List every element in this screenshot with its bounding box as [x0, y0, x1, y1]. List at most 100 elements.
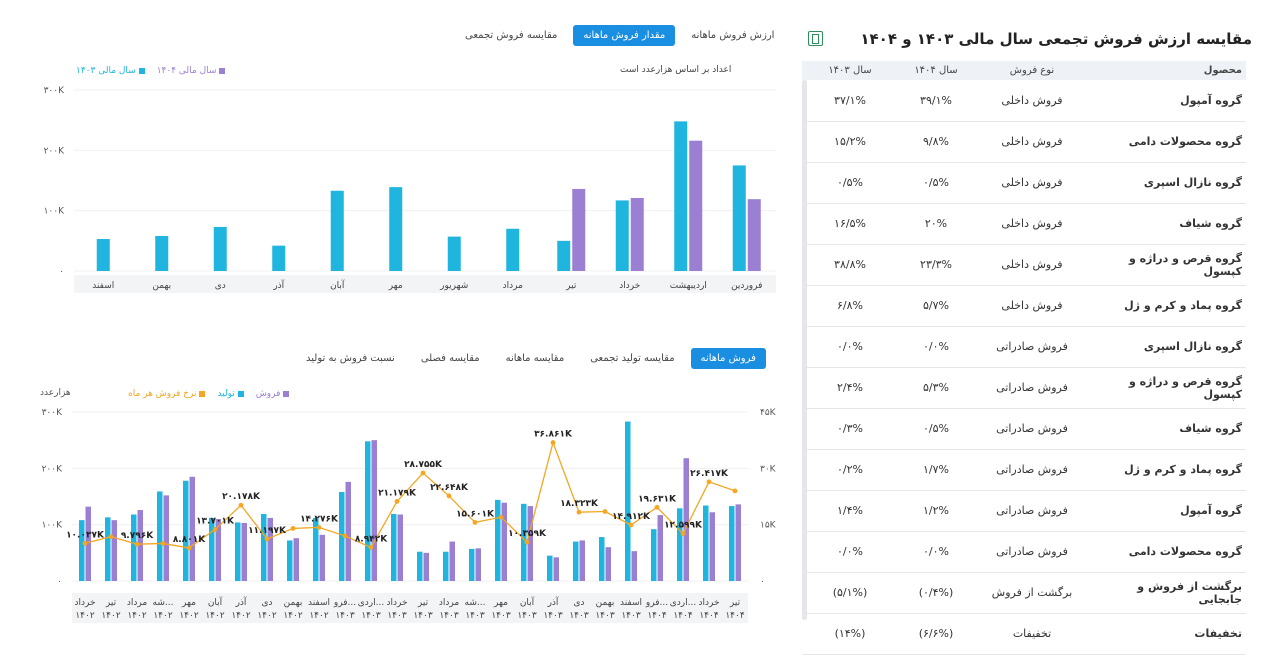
tab-monthly-compare[interactable]: مقایسه ماهانه [505, 353, 565, 364]
rate-point [212, 527, 218, 532]
rate-data-label: ۱۸.۳۲۳K [560, 499, 599, 509]
bar-production [625, 421, 631, 581]
rate-data-label: ۳۶.۸۶۱K [534, 430, 573, 440]
x-tick-label: آبان [330, 279, 345, 291]
x-tick-label-month: بهمن [284, 598, 303, 608]
tab-monthly-sales[interactable]: فروش ماهانه [690, 348, 766, 369]
x-tick-label: خرداد [619, 281, 640, 291]
x-tick-label-month: خرداد [74, 598, 95, 608]
rate-line [84, 440, 736, 549]
x-tick-label: دی [215, 281, 226, 291]
rate-point [394, 499, 400, 504]
rate-point [472, 520, 478, 525]
x-tick-label-year: ۱۴۰۴ [725, 611, 745, 621]
header-year-1403[interactable]: سال ۱۴۰۳ [802, 61, 898, 80]
y-left-tick-label: ۰ [57, 577, 62, 587]
cell-product: گروه قرص و دراژه و کپسول [1090, 367, 1246, 409]
bar-sales [735, 504, 741, 581]
x-tick-label: اسفند [92, 281, 114, 291]
y-left-tick-label: ۱۰۰K [42, 521, 64, 531]
rate-data-label: ۱۴.۹۱۲K [612, 512, 651, 522]
bar-1403 [272, 245, 286, 271]
tab-seasonal[interactable]: مقایسه فصلی [420, 353, 480, 364]
x-tick-label: بهمن [152, 281, 171, 291]
rate-point [602, 509, 608, 514]
legend-1403[interactable]: سال مالی ۱۴۰۳ [76, 66, 145, 76]
bar-production [547, 555, 553, 581]
x-tick-label-month: اسفند [308, 598, 330, 608]
x-tick-label-month: مهر [181, 598, 196, 608]
bar-production [391, 513, 397, 581]
cell-product: گروه نازال اسپری [1090, 162, 1246, 204]
table-row[interactable]: گروه پماد و کرم و ژل فروش صادراتی ۱/۷% ۰/۲% [802, 449, 1246, 491]
table-row[interactable]: گروه آمپول فروش داخلی ۳۹/۱% ۳۷/۱% [802, 80, 1246, 122]
tab-monthly-value[interactable]: ارزش فروش ماهانه [691, 30, 775, 41]
table-row[interactable]: گروه نازال اسپری فروش داخلی ۰/۵% ۰/۵% [802, 162, 1246, 204]
table-row[interactable]: گروه نازال اسپری فروش صادراتی ۰/۰% ۰/۰% [802, 326, 1246, 368]
bar-production [599, 537, 605, 581]
bar-sales [371, 440, 377, 581]
header-year-1404[interactable]: سال ۱۴۰۴ [898, 61, 974, 80]
cell-year-1403: ۰/۳% [802, 408, 898, 450]
bar-production [651, 529, 657, 581]
table-row[interactable]: گروه محصولات دامی فروش داخلی ۹/۸% ۱۵/۲% [802, 121, 1246, 163]
bar-sales [449, 541, 455, 581]
cell-year-1403: ۱۶/۵% [802, 203, 898, 245]
x-tick-label-month: دی [261, 598, 272, 608]
bar-sales [137, 510, 143, 581]
x-tick-label-year: ۱۴۰۲ [101, 611, 121, 621]
table-scrollbar[interactable] [802, 80, 807, 620]
table-row[interactable]: گروه پماد و کرم و ژل فروش داخلی ۵/۷% ۶/۸% [802, 285, 1246, 327]
table-row[interactable]: گروه قرص و دراژه و کپسول فروش صادراتی ۵/۳%… [802, 367, 1246, 409]
legend-rate[interactable]: نرخ فروش هر ماه [128, 389, 206, 399]
bar-production [79, 520, 85, 581]
x-tick-label-month: مرداد [439, 598, 459, 608]
panel-title: مقایسه ارزش فروش تجمعی سال مالی ۱۴۰۳ و ۱… [860, 30, 1252, 48]
x-tick-label-year: ۱۴۰۳ [387, 611, 407, 621]
x-axis-band [74, 275, 776, 293]
x-tick-label-year: ۱۴۰۲ [257, 611, 277, 621]
cell-sale-type: فروش داخلی [974, 285, 1090, 327]
cell-year-1404: ۰/۰% [898, 326, 974, 368]
cell-year-1403: ۲/۴% [802, 367, 898, 409]
table-row[interactable]: گروه قرص و دراژه و کپسول فروش داخلی ۲۳/۳% ۳… [802, 244, 1246, 286]
legend-production[interactable]: تولید [217, 389, 244, 399]
tab-cumulative-sales[interactable]: مقایسه فروش تجمعی [465, 30, 558, 41]
y-right-tick-label: ۱۵K [760, 521, 777, 531]
rate-data-label: ۲۰.۱۷۸K [222, 492, 261, 502]
header-sale-type[interactable]: نوع فروش [974, 61, 1090, 80]
bar-production [261, 513, 267, 581]
y-right-tick-label: ۴۵K [760, 408, 777, 418]
x-tick-label-month: مرداد [127, 598, 147, 608]
rate-data-label: ۲۱.۱۷۹K [378, 488, 417, 498]
tab-monthly-quantity[interactable]: مقدار فروش ماهانه [573, 25, 676, 46]
excel-export-icon[interactable] [808, 31, 823, 46]
legend-1404[interactable]: سال مالی ۱۴۰۴ [157, 66, 226, 76]
bar-production [469, 548, 475, 581]
sales-share-table: محصول نوع فروش سال ۱۴۰۴ سال ۱۴۰۳ گروه آم… [802, 61, 1246, 655]
rate-point [186, 545, 192, 551]
table-row[interactable]: گروه محصولات دامی فروش صادراتی ۰/۰% ۰/۰% [802, 531, 1246, 573]
x-tick-label-month: بهمن [596, 598, 615, 608]
cell-year-1404: ۰/۰% [898, 531, 974, 573]
bar-sales [293, 538, 299, 581]
rate-point [368, 545, 374, 550]
legend-sales[interactable]: فروش [256, 389, 290, 399]
table-row[interactable]: گروه آمپول فروش صادراتی ۱/۲% ۱/۴% [802, 490, 1246, 532]
bar-production [235, 522, 241, 581]
cell-year-1404: ۵/۷% [898, 285, 974, 327]
table-row[interactable]: گروه شیاف فروش داخلی ۲۰% ۱۶/۵% [802, 203, 1246, 245]
table-row[interactable]: برگشت از فروش و جابجایی برگشت از فروش (۰/۴… [802, 572, 1246, 614]
bar-production [573, 541, 579, 581]
header-product[interactable]: محصول [1090, 61, 1246, 80]
bar-sales [423, 552, 429, 581]
cell-sale-type: فروش داخلی [974, 244, 1090, 286]
table-row[interactable]: گروه شیاف فروش صادراتی ۰/۵% ۰/۳% [802, 408, 1246, 450]
unit-label: هزارعدد [40, 388, 71, 398]
cell-product: گروه پماد و کرم و ژل [1090, 449, 1246, 491]
x-tick-label-year: ۱۴۰۲ [205, 611, 225, 621]
bar-1403 [615, 200, 629, 271]
tab-cumulative-production[interactable]: مقایسه تولید تجمعی [590, 353, 675, 364]
tab-sales-production-ratio[interactable]: نسبت فروش به تولید [306, 353, 395, 364]
table-row[interactable]: تخفیفات تخفیفات (۶/۶%) (۱۴%) [802, 613, 1246, 655]
